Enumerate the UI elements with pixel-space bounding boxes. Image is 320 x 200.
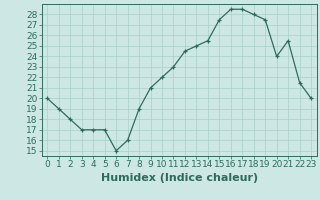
X-axis label: Humidex (Indice chaleur): Humidex (Indice chaleur) bbox=[100, 173, 258, 183]
